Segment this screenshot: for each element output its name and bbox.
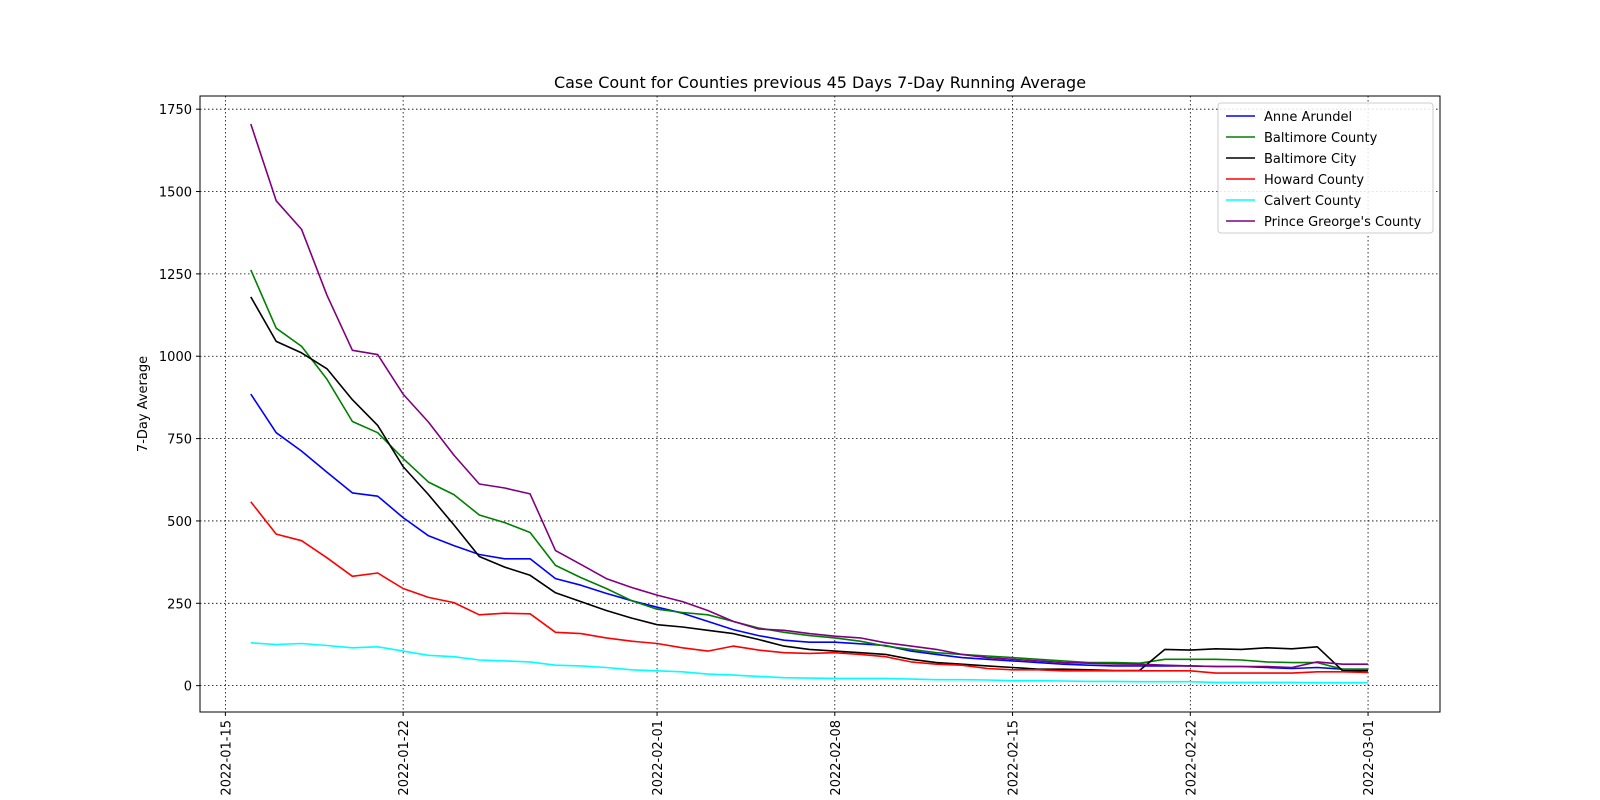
series-lines xyxy=(250,123,1369,684)
chart-title: Case Count for Counties previous 45 Days… xyxy=(554,73,1086,92)
y-tick-label: 1750 xyxy=(159,103,192,118)
legend-label: Baltimore County xyxy=(1264,131,1378,146)
x-tick-label: 2022-02-08 xyxy=(829,720,844,796)
y-tick-label: 1500 xyxy=(159,186,192,201)
x-tick-label: 2022-02-15 xyxy=(1007,720,1022,796)
legend-label: Anne Arundel xyxy=(1264,110,1352,125)
y-axis-ticks: 0 250 500 750 1000 1250 1500 1750 xyxy=(159,103,200,695)
legend-label: Howard County xyxy=(1264,173,1364,188)
plot-frame xyxy=(199,95,1441,713)
x-axis-ticks: 2022-01-15 2022-01-22 2022-02-01 2022-02-08… xyxy=(219,712,1377,796)
legend: Anne Arundel Baltimore County Baltimore Ci… xyxy=(1217,102,1434,234)
legend-label: Prince Greorge's County xyxy=(1264,215,1422,230)
y-tick-label: 0 xyxy=(184,680,192,695)
y-tick-label: 750 xyxy=(167,433,192,448)
series-line xyxy=(250,296,1369,672)
x-tick-label: 2022-02-22 xyxy=(1184,720,1199,796)
x-tick-label: 2022-02-01 xyxy=(651,720,666,796)
x-tick-label: 2022-01-22 xyxy=(397,720,412,796)
series-line xyxy=(250,123,1369,669)
series-line xyxy=(250,501,1369,674)
y-tick-label: 500 xyxy=(167,515,192,530)
y-tick-label: 250 xyxy=(167,597,192,612)
x-tick-label: 2022-01-15 xyxy=(219,720,234,796)
legend-label: Calvert County xyxy=(1264,194,1362,209)
y-tick-label: 1250 xyxy=(159,268,192,283)
legend-box xyxy=(1217,102,1434,234)
legend-label: Baltimore City xyxy=(1264,152,1357,167)
series-line xyxy=(250,269,1369,671)
x-tick-label: 2022-03-01 xyxy=(1362,720,1377,796)
series-line xyxy=(250,642,1369,684)
y-tick-label: 1000 xyxy=(159,350,192,365)
y-axis-label: 7-Day Average xyxy=(136,356,151,452)
